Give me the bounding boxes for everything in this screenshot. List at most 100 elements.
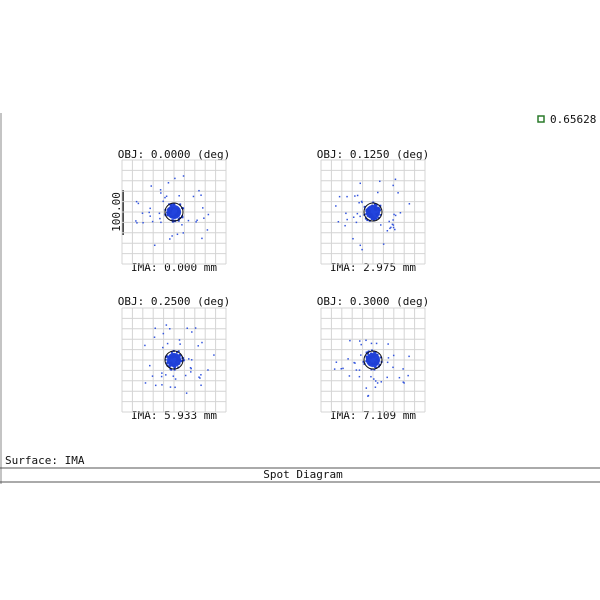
ray-spot [360,354,362,356]
ray-spot [380,224,382,226]
ray-spot [168,211,171,214]
ray-spot [178,212,181,215]
ray-spot [369,215,372,218]
ray-spot [399,212,402,214]
ray-spot [359,215,361,218]
ray-spot [368,210,371,213]
ray-spot [154,327,157,330]
ray-spot [169,212,172,215]
ray-spot [151,375,154,377]
ray-spot [360,200,363,203]
ray-spot [374,380,377,382]
ray-spot [186,327,188,329]
ray-spot [174,355,177,358]
ray-spot [335,361,338,363]
ray-spot [373,378,375,380]
scale-bar-label: 100.00 [110,192,123,232]
ray-spot [198,189,200,192]
ray-spot [386,361,389,364]
ray-spot [170,363,173,366]
ray-spot [368,355,371,358]
ray-spot [171,235,173,237]
ray-spot [162,346,164,349]
ray-spot [149,364,151,367]
ray-spot [377,212,380,215]
ray-spot [160,221,162,224]
ray-spot [363,205,366,208]
ray-spot [374,351,377,354]
ray-spot [367,359,370,362]
ray-spot [374,362,377,365]
ray-spot [355,369,358,371]
ray-spot [356,212,359,215]
ray-spot [135,220,137,222]
ray-spot [172,356,175,359]
ray-spot [168,358,171,361]
ray-spot [372,217,375,220]
ray-spot [376,215,379,218]
ray-spot [177,357,180,360]
ray-spot [370,342,373,345]
ray-spot [190,367,192,370]
ray-spot [365,356,368,359]
ray-spot [166,211,169,214]
ray-spot [177,350,180,353]
ray-spot [394,214,397,217]
ray-spot [386,230,389,232]
ray-spot [368,213,371,216]
ray-spot [379,214,382,217]
ray-spot [192,195,195,198]
ray-spot [174,177,176,180]
ray-spot [166,355,169,358]
ray-spot [170,206,173,209]
ray-spot [374,204,377,207]
ray-spot [408,355,410,358]
ray-spot [179,203,182,206]
ray-spot [154,384,157,387]
ray-spot [345,212,347,215]
ray-spot [361,201,363,204]
ray-spot [367,395,369,397]
ray-spot [376,353,379,356]
ray-spot [159,217,161,220]
airy-disk [363,202,383,222]
ray-spot [162,200,164,203]
ray-spot [340,367,343,370]
ray-spot [377,216,380,219]
ray-spot [342,367,344,370]
ray-spot [338,195,341,198]
ray-spot [368,357,371,360]
ray-spot [142,221,144,224]
ray-spot [149,207,151,210]
ray-spot [394,228,396,231]
ray-spot [355,221,358,224]
ray-spot [407,374,409,377]
ray-spot [354,195,356,197]
ray-spot [200,374,202,376]
ray-spot [176,208,179,211]
ray-spot [370,218,373,221]
ray-spot [377,356,380,359]
ray-spot [169,328,171,330]
ray-spot [174,386,176,389]
ray-spot [171,220,174,223]
ray-spot [175,361,178,364]
ray-spot [367,350,370,353]
ray-spot [373,208,376,211]
ray-spot [374,361,377,364]
ray-spot [170,209,173,212]
ray-spot [164,196,166,199]
ray-spot [370,375,372,378]
ray-spot [393,213,395,216]
ray-spot [366,352,369,355]
ray-spot [372,362,375,365]
ray-spot [344,224,346,227]
ray-spot [167,212,170,215]
ray-spot [184,374,187,377]
field-title: OBJ: 0.2500 (deg) [118,295,231,308]
ray-spot [169,386,172,388]
ray-spot [173,367,176,370]
ray-spot [379,180,381,183]
ray-spot [176,354,179,357]
